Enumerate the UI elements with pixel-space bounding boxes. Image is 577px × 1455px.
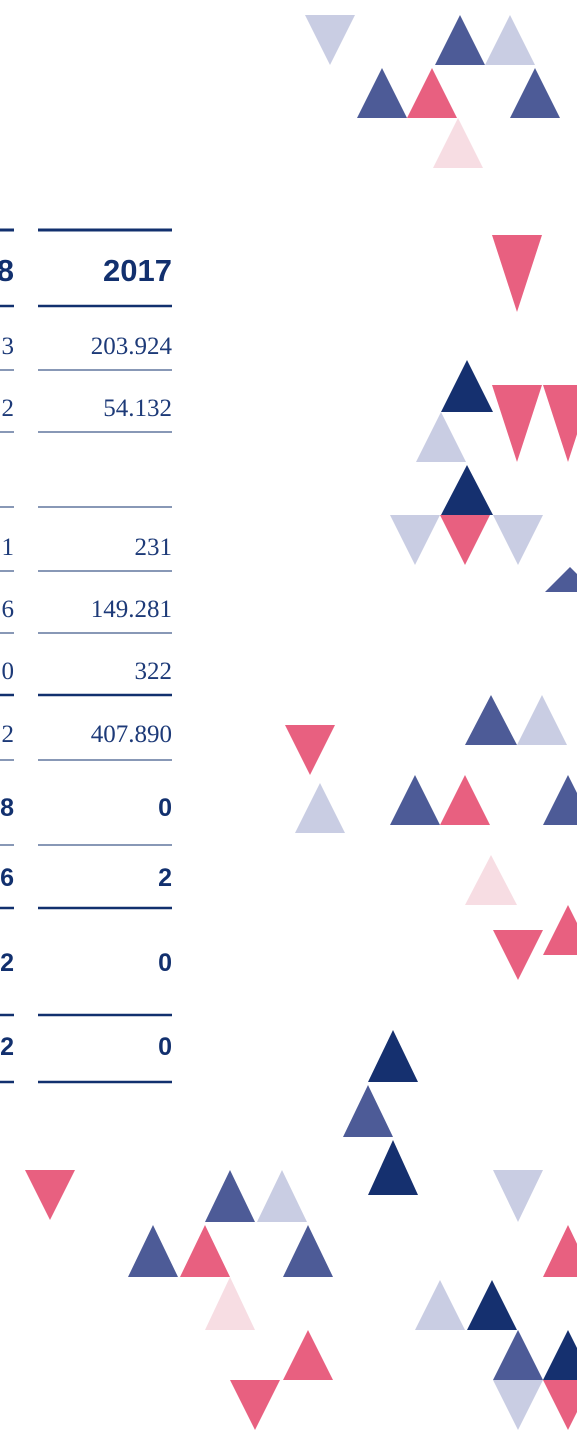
triangle <box>492 385 542 462</box>
triangle <box>368 1030 418 1082</box>
cell: 8 <box>0 794 14 822</box>
triangle <box>543 1225 577 1277</box>
triangle <box>492 235 542 312</box>
triangle <box>465 855 517 905</box>
cell: 54.132 <box>103 395 172 422</box>
triangle <box>435 15 485 65</box>
triangle <box>295 783 345 833</box>
triangle <box>543 905 577 955</box>
cell: 6 <box>0 864 14 892</box>
cell: 2 <box>158 864 172 892</box>
triangle <box>205 1170 255 1222</box>
triangle <box>368 1140 418 1195</box>
triangle <box>543 1330 577 1380</box>
triangle <box>25 1170 75 1220</box>
triangle <box>493 1330 543 1380</box>
cell: 231 <box>135 534 173 561</box>
triangle <box>433 118 483 168</box>
triangle <box>390 775 440 825</box>
cell: 0 <box>158 794 172 822</box>
triangle <box>390 515 440 565</box>
triangle <box>545 567 577 592</box>
triangle <box>441 360 493 412</box>
triangle <box>415 1280 465 1330</box>
triangle <box>485 15 535 65</box>
cell: 1 <box>2 534 15 561</box>
cell: 0 <box>158 1033 172 1061</box>
page: 8 2017 3 203.924 2 54.132 1 231 6 149.281 0 322 2 4… <box>0 0 577 1455</box>
triangle <box>465 695 517 745</box>
triangle <box>283 1330 333 1380</box>
triangle <box>440 515 490 565</box>
triangle <box>543 1380 577 1430</box>
triangle <box>205 1277 255 1330</box>
triangle <box>493 930 543 980</box>
cell: 0 <box>158 949 172 977</box>
table: 8 2017 3 203.924 2 54.132 1 231 6 149.281 0 322 2 4… <box>0 230 173 1082</box>
cell: 2 <box>2 721 15 748</box>
triangle <box>407 68 457 118</box>
triangle <box>357 68 407 118</box>
triangle <box>257 1170 307 1222</box>
triangle <box>517 695 567 745</box>
cell: 2 <box>0 949 14 977</box>
triangle <box>493 1170 543 1222</box>
triangle <box>180 1225 230 1277</box>
triangle <box>283 1225 333 1277</box>
triangle <box>543 775 577 825</box>
triangle <box>416 412 466 462</box>
triangle <box>128 1225 178 1277</box>
cell: 203.924 <box>91 333 173 360</box>
triangle <box>285 725 335 775</box>
triangle <box>343 1085 393 1137</box>
triangle <box>441 465 493 515</box>
triangle <box>493 1380 543 1430</box>
triangle <box>467 1280 517 1330</box>
triangle <box>493 515 543 565</box>
triangle <box>230 1380 280 1430</box>
cell: 2 <box>2 395 15 422</box>
triangle <box>510 68 560 118</box>
cell: 3 <box>2 333 15 360</box>
triangle <box>543 385 577 462</box>
triangle <box>440 775 490 825</box>
cell: 0 <box>2 658 15 685</box>
cell: 6 <box>2 596 15 623</box>
cell: 322 <box>135 658 173 685</box>
cell: 2 <box>0 1033 14 1061</box>
triangle <box>305 15 355 65</box>
header-cell: 2017 <box>103 253 172 288</box>
cell: 407.890 <box>91 721 172 748</box>
header-cell: 8 <box>0 253 14 288</box>
cell: 149.281 <box>91 596 172 623</box>
